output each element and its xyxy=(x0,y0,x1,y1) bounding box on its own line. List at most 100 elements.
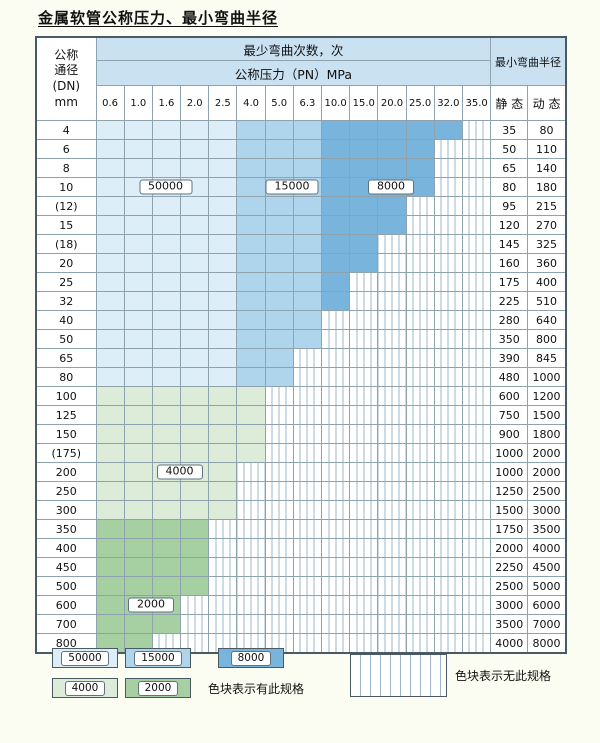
header-row-bend-times: 公称 通径 (DN) mm 最少弯曲次数，次 最小弯曲半径 xyxy=(35,36,567,121)
dynamic-radius-cell: 110 xyxy=(527,139,567,159)
dynamic-radius-cell: 140 xyxy=(527,158,567,178)
cell-available xyxy=(349,196,379,216)
cell-unavailable xyxy=(292,538,323,558)
cell-unavailable xyxy=(349,595,379,615)
cell-unavailable xyxy=(433,329,463,349)
cell-available xyxy=(95,500,125,520)
table-row: 80 480 1000 xyxy=(35,367,567,387)
cell-available xyxy=(433,120,463,140)
cell-available xyxy=(123,405,153,425)
cell-available xyxy=(264,348,294,368)
cell-unavailable xyxy=(264,424,294,444)
cell-available xyxy=(292,272,323,292)
cell-available xyxy=(236,272,266,292)
cell-unavailable xyxy=(377,614,407,634)
cell-unavailable xyxy=(405,462,435,482)
cell-available xyxy=(236,253,266,273)
cell-available xyxy=(123,253,153,273)
cell-unavailable xyxy=(349,443,379,463)
cell-available xyxy=(236,177,266,197)
pressure-value-header: 1.6 xyxy=(151,85,182,121)
cell-unavailable xyxy=(461,481,492,501)
static-radius-cell: 1250 xyxy=(490,481,529,501)
static-radius-cell: 120 xyxy=(490,215,529,235)
cell-available xyxy=(208,253,238,273)
cell-available xyxy=(292,139,323,159)
cell-unavailable xyxy=(292,576,323,596)
cell-unavailable xyxy=(461,139,492,159)
cell-unavailable xyxy=(377,557,407,577)
table-row: 450 2250 4500 xyxy=(35,557,567,577)
cell-unavailable xyxy=(377,538,407,558)
cell-unavailable xyxy=(320,386,351,406)
cell-available xyxy=(208,291,238,311)
cell-unavailable xyxy=(433,253,463,273)
cell-unavailable xyxy=(461,424,492,444)
nominal-pressure-header: 公称压力（PN）MPa xyxy=(95,60,492,86)
cell-available xyxy=(208,139,238,159)
cell-unavailable xyxy=(433,177,463,197)
cell-available xyxy=(123,272,153,292)
dynamic-radius-cell: 80 xyxy=(527,120,567,140)
legend-swatch-label: 8000 xyxy=(230,650,272,666)
cell-unavailable xyxy=(433,234,463,254)
cell-unavailable xyxy=(320,614,351,634)
cell-available xyxy=(180,500,210,520)
cell-unavailable xyxy=(292,481,323,501)
dynamic-radius-cell: 360 xyxy=(527,253,567,273)
cell-available xyxy=(123,158,153,178)
cell-available xyxy=(264,367,294,387)
pressure-value-header: 32.0 xyxy=(433,85,463,121)
cell-available xyxy=(95,291,125,311)
cell-available xyxy=(95,405,125,425)
cell-unavailable xyxy=(405,291,435,311)
cell-available xyxy=(349,215,379,235)
static-radius-cell: 3500 xyxy=(490,614,529,634)
legend-hatch-swatch xyxy=(350,654,447,697)
cell-available xyxy=(405,139,435,159)
cell-available xyxy=(208,443,238,463)
dn-header-line: 公称 xyxy=(54,47,79,62)
cell-unavailable xyxy=(264,462,294,482)
dn-cell: 400 xyxy=(35,538,97,558)
cell-available xyxy=(180,576,210,596)
dn-cell: 8 xyxy=(35,158,97,178)
cell-available xyxy=(123,538,153,558)
cell-available xyxy=(264,234,294,254)
cell-available xyxy=(151,139,182,159)
legend-swatch-label: 4000 xyxy=(64,680,106,696)
cell-unavailable xyxy=(461,519,492,539)
cell-available xyxy=(151,576,182,596)
cell-available xyxy=(180,424,210,444)
cell-unavailable xyxy=(320,538,351,558)
cell-unavailable xyxy=(292,424,323,444)
cell-unavailable xyxy=(461,272,492,292)
legend-swatch-label: 2000 xyxy=(137,680,179,696)
cell-available xyxy=(180,481,210,501)
cell-unavailable xyxy=(405,557,435,577)
legend-row-blue: 50000 15000 8000 xyxy=(52,648,284,668)
pressure-value-header: 10.0 xyxy=(320,85,351,121)
cell-unavailable xyxy=(236,557,266,577)
cell-available xyxy=(405,158,435,178)
cell-available xyxy=(208,215,238,235)
cell-unavailable xyxy=(405,519,435,539)
cell-unavailable xyxy=(349,614,379,634)
dn-cell: 200 xyxy=(35,462,97,482)
legend-green-swatches: 4000 2000 xyxy=(52,678,191,698)
cell-unavailable xyxy=(264,576,294,596)
cell-available xyxy=(264,253,294,273)
cell-available xyxy=(95,481,125,501)
cell-available xyxy=(180,291,210,311)
cell-unavailable xyxy=(377,405,407,425)
cell-available xyxy=(151,519,182,539)
cell-unavailable xyxy=(377,500,407,520)
cell-unavailable xyxy=(433,538,463,558)
static-radius-cell: 50 xyxy=(490,139,529,159)
cell-available xyxy=(377,215,407,235)
dynamic-radius-cell: 1200 xyxy=(527,386,567,406)
cell-available xyxy=(151,253,182,273)
cell-unavailable xyxy=(349,576,379,596)
dynamic-radius-cell: 4500 xyxy=(527,557,567,577)
cell-unavailable xyxy=(180,595,210,615)
